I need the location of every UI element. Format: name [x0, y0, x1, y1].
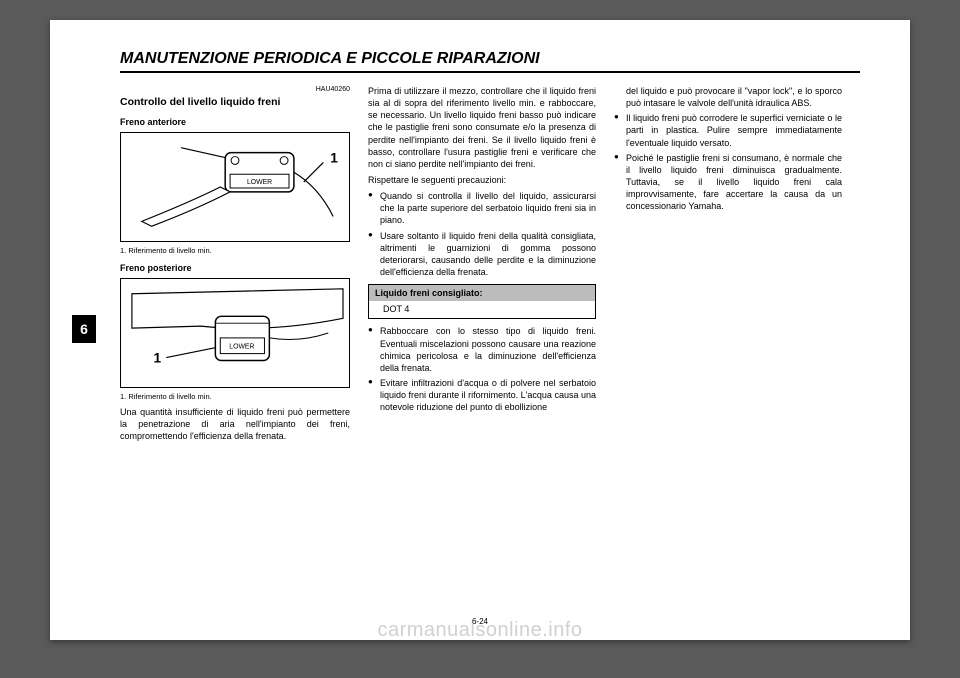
ref-code: HAU40260 — [120, 85, 350, 94]
list-item: Il liquido freni può corrodere le superf… — [614, 112, 842, 148]
column-1: HAU40260 Controllo del livello liquido f… — [120, 85, 350, 447]
rear-brake-diagram: LOWER 1 — [121, 279, 349, 387]
column-3: •del liquido e può provocare il "vapor l… — [614, 85, 842, 447]
section-heading: Controllo del livello liquido freni — [120, 95, 350, 109]
figure-front-brake: LOWER 1 — [120, 132, 350, 242]
page-number: 6-24 — [50, 617, 910, 626]
figure-rear-brake: LOWER 1 — [120, 278, 350, 388]
subheading-front-brake: Freno anteriore — [120, 116, 350, 128]
recommended-fluid-box: Liquido freni consigliato: DOT 4 — [368, 284, 596, 319]
svg-text:1: 1 — [330, 150, 338, 165]
infobox-body: DOT 4 — [369, 301, 595, 318]
figure-caption-1: 1. Riferimento di livello min. — [120, 246, 350, 256]
list-item: Rabboccare con lo stesso tipo di liquido… — [368, 325, 596, 374]
figure-caption-2: 1. Riferimento di livello min. — [120, 392, 350, 402]
front-brake-diagram: LOWER 1 — [121, 133, 349, 241]
infobox-title: Liquido freni consigliato: — [369, 285, 595, 301]
section-tab: 6 — [72, 315, 96, 343]
list-item-continuation: •del liquido e può provocare il "vapor l… — [614, 85, 842, 109]
col1-para: Una quantità insufficiente di liquido fr… — [120, 406, 350, 442]
list-item: Poiché le pastiglie freni si consumano, … — [614, 152, 842, 213]
page-title: MANUTENZIONE PERIODICA E PICCOLE RIPARAZ… — [120, 50, 860, 73]
list-item: Evitare infiltrazioni d'acqua o di polve… — [368, 377, 596, 413]
subheading-rear-brake: Freno posteriore — [120, 262, 350, 274]
col2-list-top: Quando si controlla il livello del liqui… — [368, 190, 596, 278]
col2-para2: Rispettare le seguenti precauzioni: — [368, 174, 596, 186]
content-columns: HAU40260 Controllo del livello liquido f… — [120, 85, 860, 447]
col3-list: •del liquido e può provocare il "vapor l… — [614, 85, 842, 212]
col2-para1: Prima di utilizzare il mezzo, controllar… — [368, 85, 596, 170]
list-item: Quando si controlla il livello del liqui… — [368, 190, 596, 226]
col2-list-bottom: Rabboccare con lo stesso tipo di liquido… — [368, 325, 596, 413]
svg-text:1: 1 — [154, 350, 162, 365]
list-item: Usare soltanto il liquido freni della qu… — [368, 230, 596, 279]
svg-text:LOWER: LOWER — [229, 344, 254, 351]
column-2: Prima di utilizzare il mezzo, controllar… — [368, 85, 596, 447]
svg-text:LOWER: LOWER — [247, 179, 272, 186]
continuation-text: del liquido e può provocare il "vapor lo… — [626, 86, 842, 108]
manual-page: 6 MANUTENZIONE PERIODICA E PICCOLE RIPAR… — [50, 20, 910, 640]
